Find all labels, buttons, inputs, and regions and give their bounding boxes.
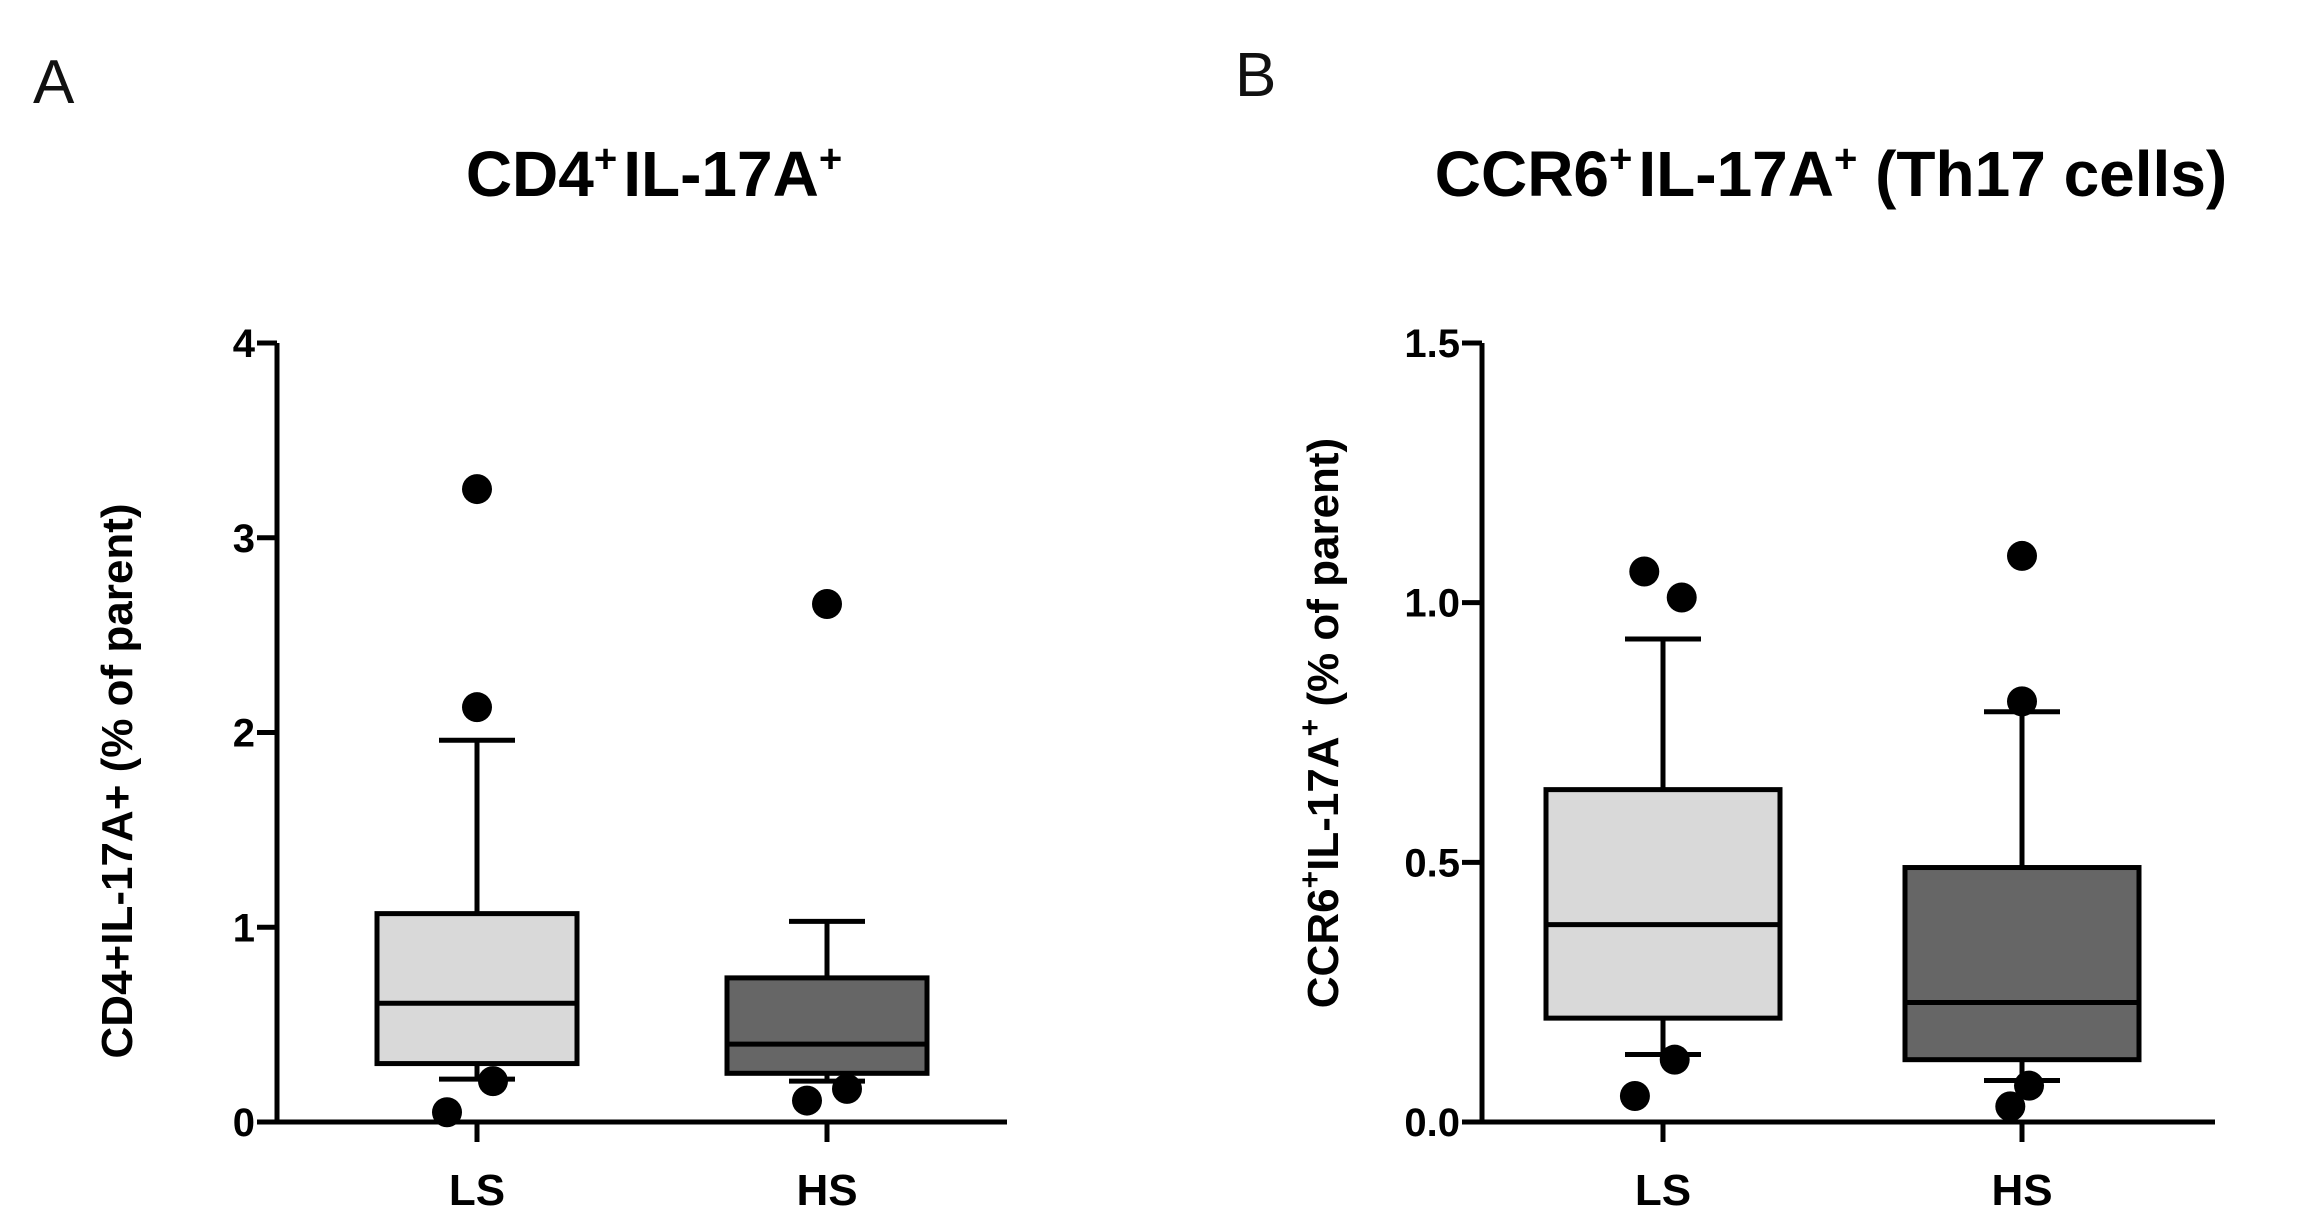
box-hs [724, 975, 930, 1076]
outlier-point-hs [1995, 1091, 2026, 1122]
outlier-point-hs [2007, 540, 2037, 571]
box-ls [1543, 787, 1783, 1021]
outlier-point-ls [462, 474, 492, 505]
outlier-point-ls [1659, 1044, 1690, 1075]
x-tick-label-hs: HS [796, 1166, 857, 1215]
outlier-point-hs [792, 1085, 822, 1116]
panel-b: B CCR6+IL-17A+ (Th17 cells) CCR6+IL-17A+… [1235, 41, 2227, 1215]
y-tick-label: 4 [233, 322, 256, 366]
outlier-point-hs [2014, 1070, 2045, 1101]
y-tick-label: 0 [233, 1101, 255, 1145]
y-tick-label: 0.5 [1404, 841, 1460, 885]
x-tick-label-ls: LS [449, 1166, 505, 1215]
outlier-point-ls [1666, 582, 1697, 613]
outlier-point-hs [812, 588, 842, 619]
panel-b-ylabel: CCR6+IL-17A+ (% of parent) [1294, 438, 1348, 1008]
panel-a-plot: 0 1 2 3 4 LS HS [233, 322, 1007, 1215]
outlier-point-ls [1619, 1081, 1650, 1112]
outlier-point-ls [462, 692, 492, 723]
y-tick-label: 1.0 [1404, 582, 1460, 626]
panel-a-title: CD4+IL-17A+ [466, 137, 842, 210]
panel-letter-a: A [33, 48, 75, 117]
panel-b-plot: 0.0 0.5 1.0 1.5 LS HS [1404, 322, 2215, 1215]
y-tick-label: 0.0 [1404, 1101, 1460, 1145]
x-tick-label-hs: HS [1991, 1166, 2052, 1215]
panel-b-title: CCR6+IL-17A+ (Th17 cells) [1435, 137, 2227, 210]
panel-letter-b: B [1235, 41, 1276, 110]
y-tick-label: 1 [233, 906, 255, 950]
outlier-point-ls [1629, 556, 1660, 587]
y-tick-label: 3 [233, 517, 255, 561]
outlier-point-ls [432, 1097, 462, 1128]
y-tick-label: 2 [233, 712, 255, 756]
outlier-point-ls [478, 1066, 508, 1097]
outlier-point-hs [832, 1073, 862, 1104]
x-tick-label-ls: LS [1635, 1166, 1691, 1215]
panel-a-ylabel: CD4+IL-17A+ (% of parent) [93, 504, 142, 1059]
box-hs [1902, 865, 2142, 1063]
box-ls [374, 911, 580, 1067]
panel-a: A CD4+IL-17A+ CD4+IL-17A+ (% of parent) … [33, 48, 1007, 1215]
outlier-point-hs [2007, 686, 2037, 717]
y-tick-label: 1.5 [1404, 322, 1460, 366]
